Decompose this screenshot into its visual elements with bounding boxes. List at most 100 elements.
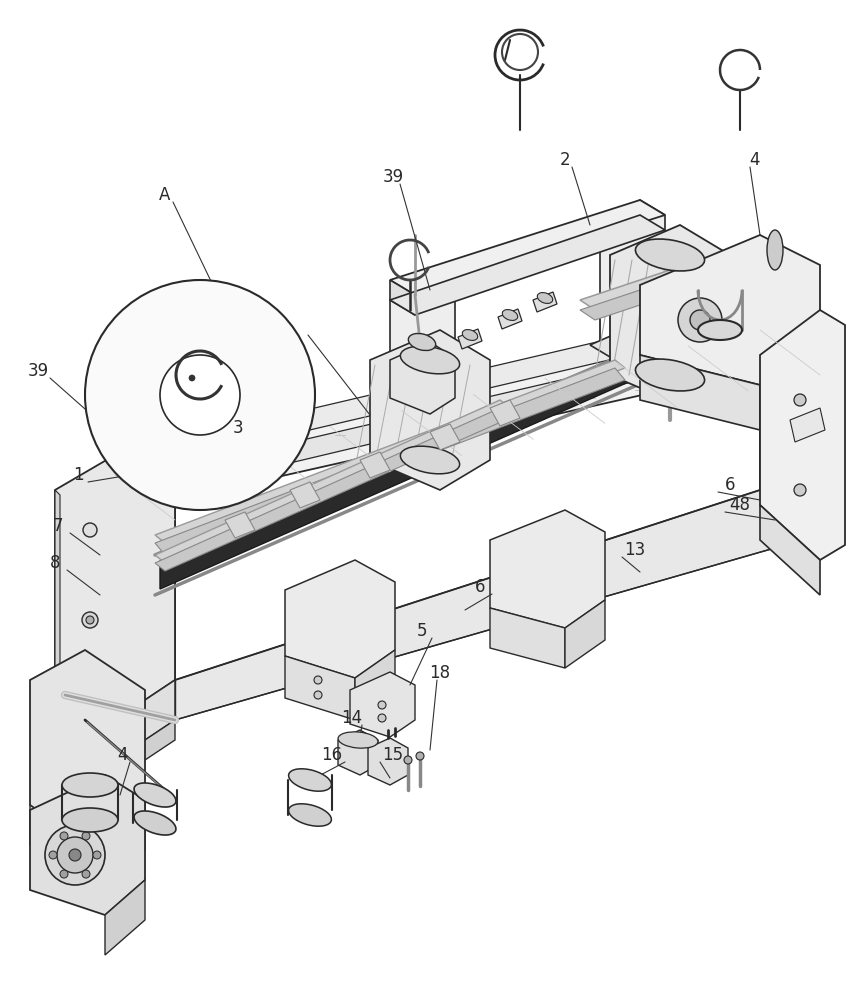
Polygon shape [430, 424, 460, 450]
Circle shape [60, 870, 68, 878]
Ellipse shape [409, 333, 436, 351]
Polygon shape [490, 608, 565, 668]
Text: 4: 4 [750, 151, 760, 169]
Polygon shape [285, 656, 355, 720]
Polygon shape [533, 292, 557, 312]
Polygon shape [390, 200, 665, 295]
Circle shape [794, 484, 806, 496]
Polygon shape [490, 400, 520, 426]
Circle shape [690, 310, 710, 330]
Circle shape [49, 851, 57, 859]
Ellipse shape [134, 783, 176, 807]
Circle shape [45, 825, 105, 885]
Polygon shape [30, 650, 145, 845]
Circle shape [82, 870, 90, 878]
Ellipse shape [62, 773, 118, 797]
Polygon shape [155, 408, 510, 571]
Polygon shape [105, 880, 145, 955]
Polygon shape [640, 235, 820, 385]
Circle shape [93, 851, 101, 859]
Circle shape [86, 616, 94, 624]
Polygon shape [380, 420, 480, 467]
Polygon shape [115, 310, 820, 500]
Polygon shape [285, 560, 395, 678]
Text: 7: 7 [53, 517, 63, 535]
Polygon shape [130, 335, 775, 495]
Polygon shape [760, 310, 820, 535]
Polygon shape [600, 200, 665, 315]
Polygon shape [790, 408, 825, 442]
Circle shape [60, 832, 68, 840]
Polygon shape [610, 225, 730, 405]
Polygon shape [155, 400, 510, 563]
Text: 3: 3 [233, 419, 243, 437]
Polygon shape [390, 215, 665, 315]
Polygon shape [155, 360, 625, 543]
Circle shape [378, 714, 386, 722]
Text: 39: 39 [28, 362, 48, 380]
Ellipse shape [134, 811, 176, 835]
Circle shape [678, 298, 722, 342]
Circle shape [83, 523, 97, 537]
Text: 5: 5 [417, 622, 427, 640]
Text: 4: 4 [117, 746, 127, 764]
Polygon shape [188, 435, 212, 450]
Polygon shape [30, 775, 145, 915]
Polygon shape [360, 452, 390, 478]
Text: 48: 48 [729, 496, 751, 514]
Circle shape [189, 375, 195, 381]
Polygon shape [590, 310, 690, 357]
Polygon shape [498, 309, 522, 329]
Polygon shape [390, 342, 455, 414]
Ellipse shape [288, 804, 332, 826]
Polygon shape [580, 250, 775, 320]
Text: 8: 8 [49, 554, 61, 572]
Ellipse shape [500, 410, 510, 418]
Text: 18: 18 [430, 664, 450, 682]
Polygon shape [160, 359, 640, 589]
Polygon shape [338, 730, 378, 775]
Polygon shape [115, 455, 175, 680]
Polygon shape [355, 650, 395, 720]
Polygon shape [390, 280, 455, 395]
Polygon shape [490, 510, 605, 628]
Circle shape [404, 756, 412, 764]
Polygon shape [580, 240, 775, 310]
Polygon shape [175, 490, 820, 720]
Text: 16: 16 [321, 746, 343, 764]
Circle shape [82, 612, 98, 628]
Polygon shape [135, 305, 780, 465]
Ellipse shape [502, 310, 518, 320]
Ellipse shape [338, 732, 378, 748]
Polygon shape [760, 355, 820, 430]
Ellipse shape [288, 769, 332, 791]
Ellipse shape [767, 230, 783, 270]
Text: 15: 15 [383, 746, 404, 764]
Ellipse shape [300, 492, 310, 500]
Polygon shape [760, 310, 845, 560]
Circle shape [314, 676, 322, 684]
Polygon shape [350, 672, 415, 737]
Text: 2: 2 [559, 151, 571, 169]
Polygon shape [458, 329, 482, 349]
Polygon shape [55, 715, 115, 780]
Text: 1: 1 [73, 466, 83, 484]
Polygon shape [290, 482, 320, 508]
Circle shape [69, 849, 81, 861]
Polygon shape [55, 675, 175, 760]
Polygon shape [85, 810, 145, 885]
Text: 6: 6 [475, 578, 485, 596]
Polygon shape [760, 505, 820, 595]
Ellipse shape [62, 808, 118, 832]
Text: A: A [159, 186, 171, 204]
Polygon shape [565, 600, 605, 668]
Ellipse shape [636, 359, 705, 391]
Text: 39: 39 [383, 168, 404, 186]
Circle shape [794, 394, 806, 406]
Text: 13: 13 [624, 541, 646, 559]
Polygon shape [390, 280, 415, 315]
Ellipse shape [636, 239, 705, 271]
Text: 6: 6 [725, 476, 735, 494]
Polygon shape [30, 805, 85, 885]
Circle shape [160, 355, 240, 435]
